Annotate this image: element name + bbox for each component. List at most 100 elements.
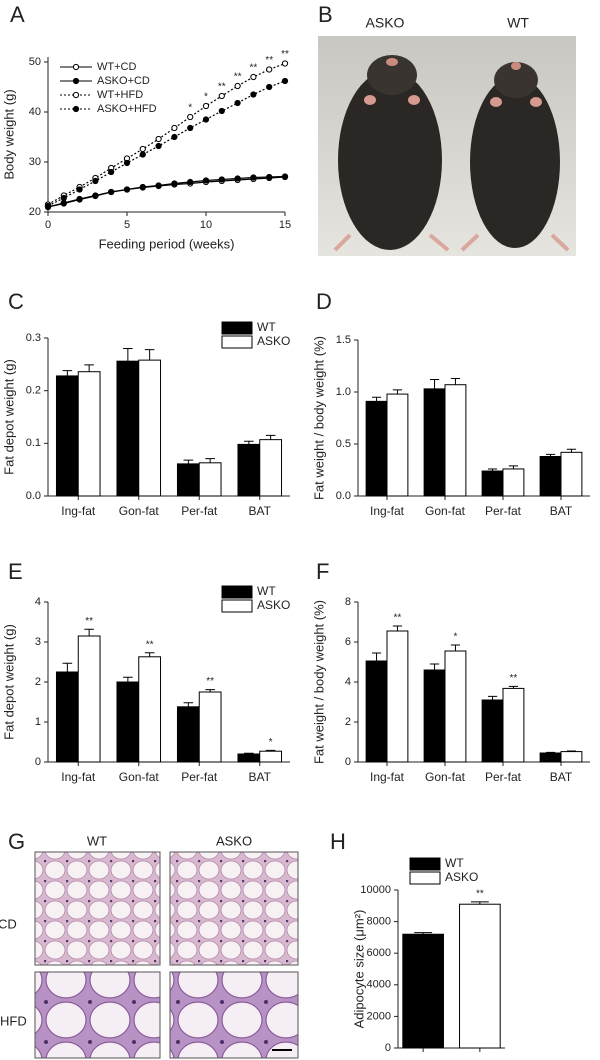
x-tick-label: Ing-fat [370,504,405,518]
data-point [155,135,162,143]
y-tick-label: 6 [345,636,351,648]
data-point [266,83,273,91]
series-line [47,176,286,208]
x-tick-label: Per-fat [485,770,522,784]
x-tick-label: 0 [45,219,51,231]
significance-mark: ** [510,673,518,684]
error-bar [429,379,440,389]
significance-mark: * [269,737,273,748]
error-bar [265,434,276,440]
x-axis-label: Feeding period (weeks) [99,236,235,251]
bar [459,903,501,1049]
bar [176,706,200,763]
error-bar [508,465,519,469]
error-bar [183,459,194,464]
data-point [123,186,131,193]
y-tick-label: 0.1 [26,437,41,449]
y-tick-label: 2 [345,716,351,728]
y-axis-label: Fat weight / body weight (%) [311,336,326,500]
error-bar [244,440,254,445]
error-bar [144,652,155,657]
error-bar [371,396,382,402]
significance-mark: ** [206,676,214,687]
error-bar [545,453,556,457]
bar [176,463,200,497]
legend-label: ASKO [257,334,290,348]
bar [539,752,562,763]
bar [198,691,222,763]
y-tick-label: 10000 [360,884,391,896]
x-tick-label: Per-fat [181,504,218,518]
panel-letter: G [8,829,25,854]
legend-marker [72,77,80,85]
y-tick-label: 0.0 [26,490,41,502]
data-point [108,188,115,196]
x-tick-label: Per-fat [181,770,218,784]
data-point [281,173,289,180]
data-point [234,175,241,182]
legend-marker [72,91,80,99]
data-point [76,196,83,203]
bar [116,681,140,763]
y-tick-label: 4 [35,596,41,608]
panel-letter: B [318,2,333,27]
error-bar [429,663,440,670]
significance-mark: ** [265,55,273,66]
y-tick-label: 0.5 [336,438,351,450]
data-point [139,151,146,158]
x-tick-label: Gon-fat [425,770,466,784]
error-bar [414,932,433,935]
data-point [139,145,146,153]
row-label: HFD [0,1013,27,1028]
x-tick-label: 5 [124,219,130,231]
x-tick-label: Ing-fat [61,770,96,784]
legend-swatch [221,599,253,613]
x-tick-label: BAT [550,770,573,784]
y-tick-label: 40 [29,106,41,118]
x-tick-label: Per-fat [485,504,522,518]
photo-label: ASKO [366,15,405,31]
legend-marker [72,105,80,113]
bar [386,630,409,763]
data-point [234,82,241,90]
bar [502,687,525,763]
x-tick-label: Gon-fat [119,504,160,518]
error-bar [450,644,461,651]
error-bar [508,685,519,689]
y-tick-label: 8 [345,596,351,608]
data-point [218,92,225,100]
x-tick-label: Ing-fat [61,504,96,518]
data-point [60,194,67,202]
data-point [187,178,194,186]
bar [365,400,388,497]
error-bar [392,389,403,395]
photo-label: WT [507,15,529,31]
x-tick-label: 15 [279,219,291,231]
error-bar [450,377,461,385]
bar [138,359,162,497]
row-label: CD [0,916,17,931]
y-tick-label: 6000 [367,947,391,959]
error-bar [470,901,489,905]
panel-letter: E [8,559,23,584]
error-bar [183,702,194,707]
bar [481,699,504,763]
y-tick-label: 0.2 [26,385,41,397]
y-axis-label: Fat depot weight (g) [1,624,16,740]
y-tick-label: 1.0 [336,386,351,398]
error-bar [244,752,254,754]
data-point [250,174,257,181]
data-point [250,73,257,81]
legend-label: WT+CD [97,61,136,73]
y-tick-label: 4 [345,676,351,688]
bar [560,751,583,763]
bar [259,439,283,497]
y-tick-label: 20 [29,206,41,218]
bar [481,470,504,497]
bar [444,384,467,497]
column-label: WT [87,833,107,848]
data-point [234,99,241,107]
legend-label: ASKO [257,598,290,612]
error-bar [144,349,155,361]
